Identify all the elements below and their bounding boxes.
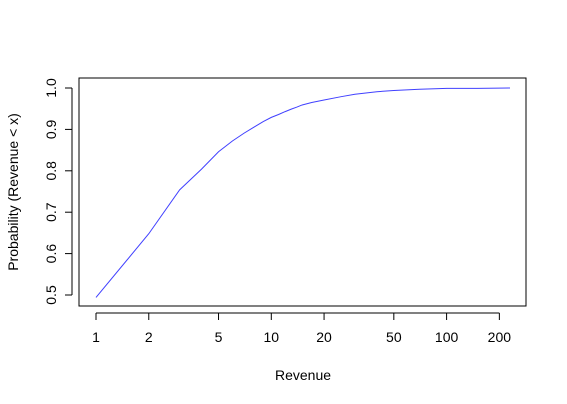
x-axis: 1 2 5 10 20 50 100 200 (92, 312, 512, 345)
y-axis: 0.5 0.6 0.7 0.8 0.9 1.0 (43, 78, 73, 305)
y-tick-label: 0.9 (43, 119, 59, 139)
series-line (95, 87, 511, 298)
x-tick-label: 2 (145, 329, 153, 345)
series-layer (95, 87, 511, 298)
y-tick-label: 0.6 (43, 244, 59, 264)
x-tick-label: 200 (488, 329, 512, 345)
x-tick-label: 20 (316, 329, 332, 345)
x-tick-label: 5 (215, 329, 223, 345)
x-tick-label: 100 (435, 329, 459, 345)
y-tick-label: 0.7 (43, 202, 59, 222)
y-tick-label: 1.0 (43, 78, 59, 98)
y-tick-label: 0.8 (43, 161, 59, 181)
x-tick-label: 1 (92, 329, 100, 345)
x-axis-label: Revenue (275, 367, 331, 383)
plot-frame (78, 77, 527, 307)
y-tick-label: 0.5 (43, 285, 59, 305)
x-tick-label: 50 (386, 329, 402, 345)
y-axis-label: Probability (Revenue < x) (5, 113, 21, 271)
x-tick-label: 10 (264, 329, 280, 345)
